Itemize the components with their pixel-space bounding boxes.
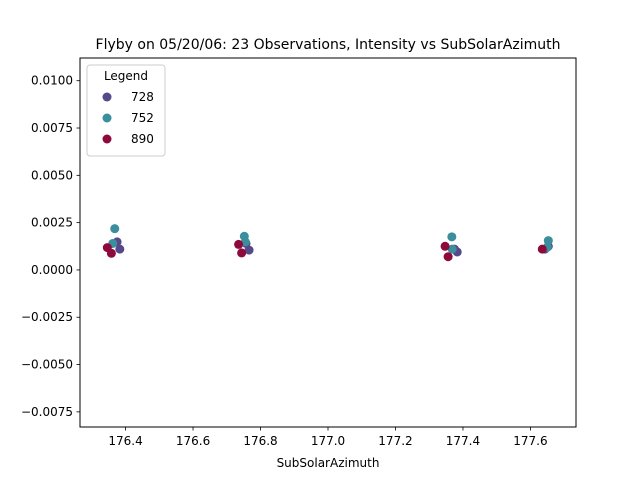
data-point	[443, 252, 453, 262]
x-tick-label: 177.4	[446, 434, 480, 448]
x-tick-label: 176.6	[176, 434, 210, 448]
data-point	[240, 237, 250, 247]
y-tick-label: 0.0025	[31, 216, 73, 230]
legend-title: Legend	[104, 69, 148, 83]
data-point	[115, 244, 125, 254]
y-tick-label: 0.0100	[31, 74, 73, 88]
data-point	[537, 244, 547, 254]
x-axis-label: SubSolarAzimuth	[277, 456, 380, 470]
y-tick-label: −0.0075	[21, 405, 73, 419]
data-point	[447, 244, 457, 254]
data-point	[244, 245, 254, 255]
legend-box	[86, 64, 166, 157]
x-tick-label: 176.8	[243, 434, 277, 448]
x-tick-label: 177.0	[311, 434, 345, 448]
x-tick-label: 177.6	[513, 434, 547, 448]
y-tick-label: 0.0000	[31, 263, 73, 277]
legend-entry-label: 752	[131, 111, 154, 125]
y-tick-label: −0.0050	[21, 358, 73, 372]
data-point	[234, 239, 244, 249]
legend: Legend 728 752 890	[86, 64, 166, 157]
data-point	[110, 224, 120, 234]
plot-area	[102, 224, 553, 262]
legend-entry-label: 890	[131, 132, 154, 146]
data-point	[237, 248, 247, 258]
x-tick-label: 177.2	[378, 434, 412, 448]
data-point	[106, 248, 116, 258]
y-axis: 0.0100 0.0075 0.0050 0.0025 0.0000 −0.0025 −0.…	[21, 74, 80, 419]
legend-marker	[102, 134, 112, 144]
legend-marker	[102, 92, 112, 102]
y-tick-label: −0.0025	[21, 310, 73, 324]
y-tick-label: 0.0075	[31, 121, 73, 135]
x-tick-label: 176.4	[108, 434, 142, 448]
legend-marker	[102, 113, 112, 123]
data-point	[447, 232, 457, 242]
x-axis: 176.4 176.6 176.8 177.0 177.2 177.4 177.6	[108, 427, 548, 448]
data-point	[440, 241, 450, 251]
y-tick-label: 0.0050	[31, 168, 73, 182]
data-point	[543, 236, 553, 246]
chart-title: Flyby on 05/20/06: 23 Observations, Inte…	[96, 37, 561, 53]
legend-entry-label: 728	[131, 90, 154, 104]
